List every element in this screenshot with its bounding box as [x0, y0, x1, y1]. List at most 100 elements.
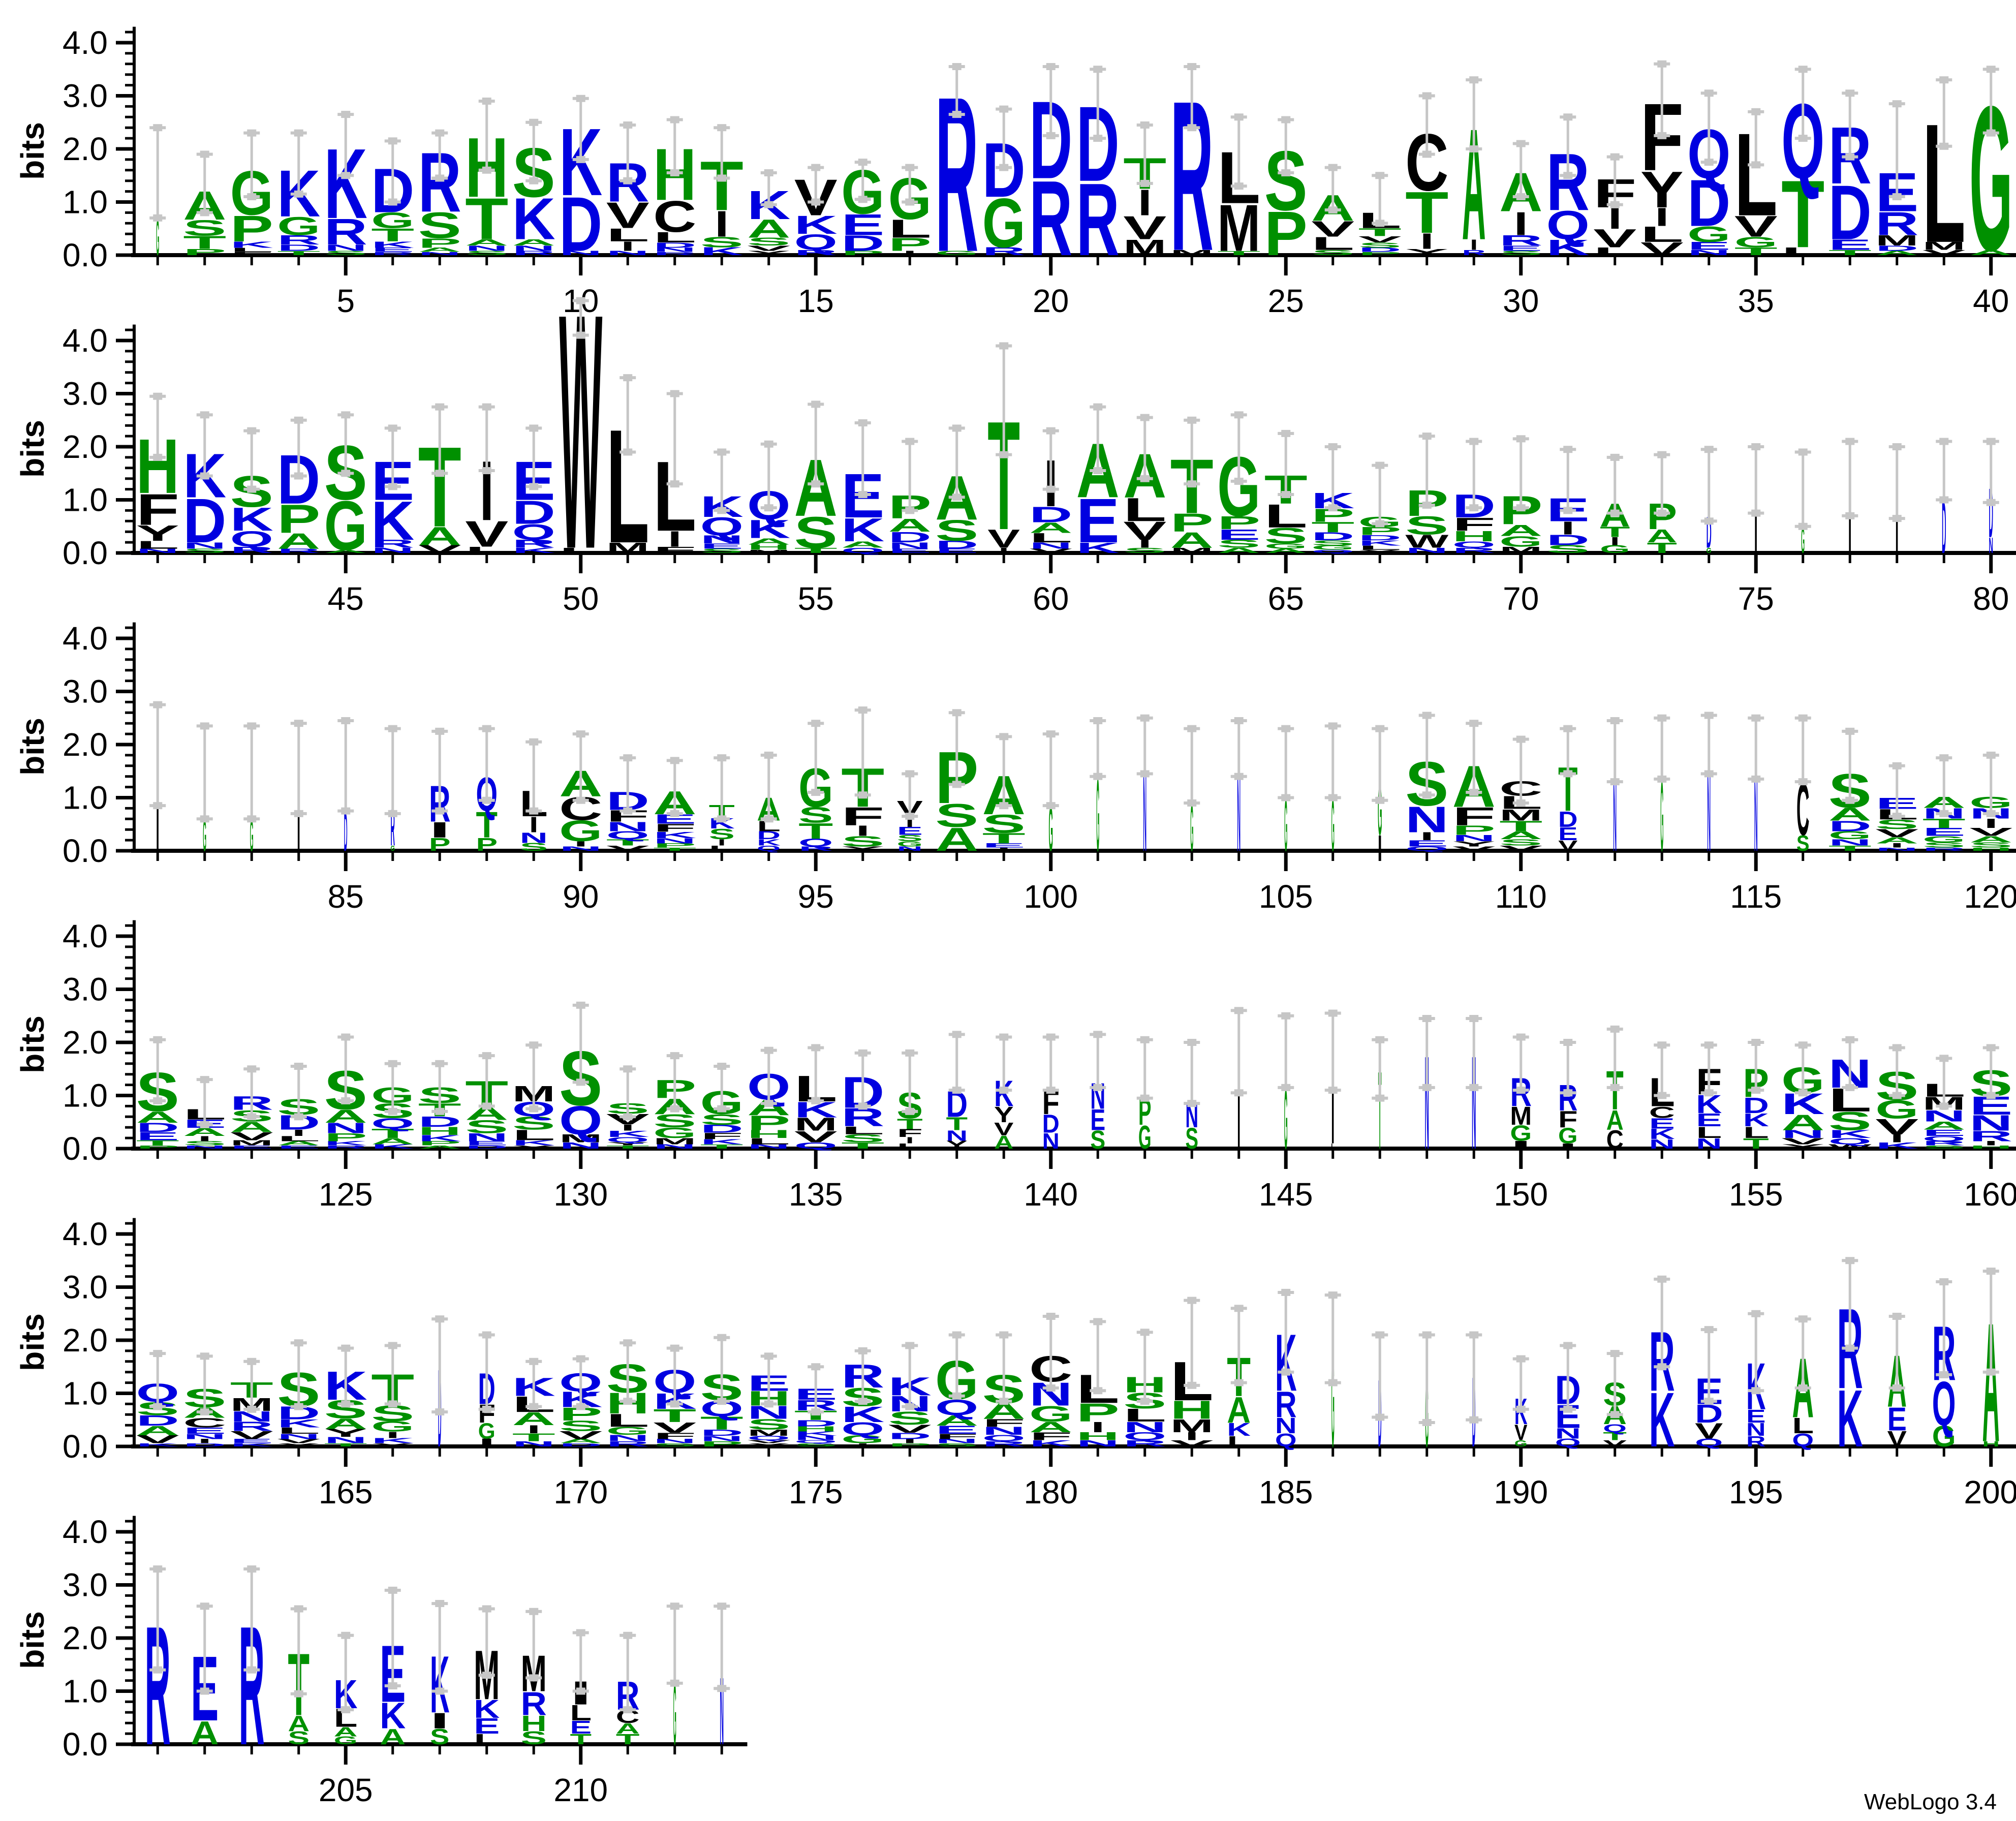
x-tick-label: 90 [563, 878, 599, 915]
error-bar [1230, 113, 1247, 190]
residue-letter-P: P [1452, 823, 1496, 838]
error-bar-cap-square [1234, 182, 1244, 190]
error-bar-cap-square [153, 1403, 163, 1410]
logo-column-70: MGAP [1499, 435, 1542, 555]
error-bar-cap-square [858, 1102, 867, 1110]
residue-letter-G: G [673, 1664, 676, 1764]
error-bar-cap-square [200, 150, 209, 158]
error-bar-cap-square [1281, 1288, 1291, 1296]
residue-letter-V: V [559, 1429, 602, 1441]
y-tick-label: 3.0 [63, 673, 108, 710]
residue-letter-M: M [1510, 1101, 1532, 1130]
residue-letter-N: N [1237, 757, 1240, 873]
error-bar-cap-square [341, 1097, 351, 1104]
error-bar-cap-square [247, 1666, 257, 1674]
error-bar-cap-square [576, 1403, 585, 1410]
error-bar [1278, 116, 1294, 177]
logo-column-172: SNFVTKQ [653, 1344, 696, 1447]
error-bar [1606, 1025, 1623, 1091]
residue-letter-R: R [1029, 159, 1072, 278]
error-bar [1606, 1350, 1623, 1418]
x-axis: 510152025303540 [131, 253, 2016, 319]
x-tick-label: 195 [1729, 1474, 1783, 1510]
residue-letter-A: A [935, 821, 978, 858]
residue-letter-S: S [1828, 1106, 1872, 1135]
residue-letter-K: K [1546, 235, 1590, 260]
error-bar-cap-square [1140, 770, 1150, 778]
error-bar-cap-square [1657, 1041, 1667, 1049]
residue-letter-N: N [720, 1657, 724, 1765]
residue-letter-N: N [747, 1144, 790, 1150]
error-bar [1560, 113, 1576, 179]
error-bar-cap-square [811, 1408, 821, 1416]
error-bar [243, 1357, 260, 1413]
error-bar-cap-square [576, 331, 585, 339]
residue-letter-A: A [1922, 1120, 1966, 1132]
residue-letter-L: L [606, 1410, 649, 1431]
residue-letter-N: N [935, 1438, 978, 1444]
error-bar-cap-square [247, 1405, 257, 1413]
error-bar-cap-square [153, 1666, 163, 1674]
error-bar [996, 105, 1012, 171]
error-bar [243, 722, 260, 823]
residue-letter-T: T [183, 232, 226, 253]
logo-column-76: G [1794, 448, 1811, 561]
residue-letter-R: R [1922, 847, 1966, 852]
error-bar [1512, 1355, 1529, 1413]
residue-letter-E: E [371, 246, 414, 253]
residue-letter-Y: Y [1452, 840, 1496, 848]
residue-letter-S: S [798, 803, 833, 828]
residue-letter-E: E [1922, 1128, 1966, 1137]
logo-column-187: D [1372, 1331, 1388, 1467]
residue-letter-N: N [1922, 1107, 1966, 1125]
residue-letter-V: V [277, 1438, 320, 1444]
error-bar-cap-square [1986, 66, 1996, 73]
logo-column-212: G [666, 1602, 683, 1764]
x-tick-label: 170 [553, 1474, 608, 1510]
residue-letter-S: S [700, 234, 743, 251]
error-bar-cap-square [1281, 725, 1291, 732]
residue-letter-M: M [1217, 191, 1260, 265]
error-bar-cap-square [1140, 1398, 1150, 1405]
error-bar-cap-square [811, 1044, 821, 1052]
error-bar-cap-square [529, 1674, 539, 1682]
error-bar [1372, 1331, 1388, 1421]
residue-letter-D: D [183, 1442, 226, 1447]
error-bar-cap-square [1798, 1315, 1808, 1323]
error-bar [1466, 1014, 1482, 1091]
residue-letter-Q: Q [794, 1140, 838, 1150]
residue-letter-V: V [1123, 516, 1166, 545]
y-tick-label: 0.0 [63, 237, 108, 273]
error-bar-cap-square [1375, 461, 1385, 469]
residue-letter-I: I [430, 1709, 449, 1734]
y-tick-label: 2.0 [63, 428, 108, 465]
residue-letter-V: V [1170, 1438, 1214, 1448]
residue-letter-G: G [1029, 1402, 1072, 1427]
error-bar [808, 1044, 824, 1104]
residue-letter-N: N [1828, 838, 1872, 847]
error-bar-cap-square [388, 1400, 397, 1408]
residue-letter-G: G [156, 209, 159, 266]
residue-letter-G: G [250, 811, 254, 860]
error-bar [1324, 443, 1341, 512]
logo-column-161: KVADSQ [136, 1350, 179, 1447]
error-bar [1794, 448, 1811, 530]
logo-column-140: NDF [1042, 1033, 1060, 1154]
logo-column-102: N [1136, 714, 1153, 874]
error-bar-cap-square [717, 754, 727, 762]
residue-letter-L: L [653, 229, 696, 245]
residue-letter-S: S [521, 1727, 547, 1748]
error-bar-cap-square [482, 467, 491, 475]
residue-letter-H: H [1969, 847, 2012, 852]
error-bar-cap-square [1704, 770, 1714, 778]
logo-column-23: MR [1170, 56, 1214, 295]
